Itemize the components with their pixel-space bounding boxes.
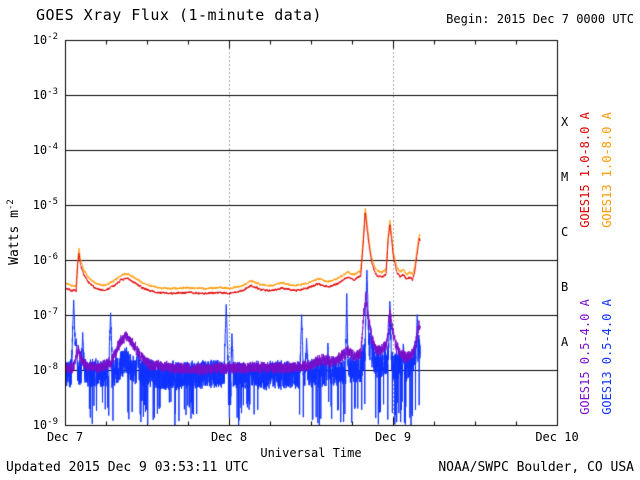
x-tick-label-dec7: Dec 7 [46,430,84,444]
series-label-goes13-short: GOES13 0.5-4.0 A [600,299,614,415]
source-attribution: NOAA/SWPC Boulder, CO USA [438,460,634,475]
y-tick-label: 10-5 [32,197,58,212]
x-tick-label-dec10: Dec 10 [535,430,579,444]
y-tick-label: 10-6 [32,252,58,267]
y-tick-label: 10-2 [32,32,58,47]
x-tick-label-dec9: Dec 9 [374,430,412,444]
flare-class-label-c: C [561,224,569,239]
chart-title: GOES Xray Flux (1-minute data) [36,6,322,24]
updated-timestamp: Updated 2015 Dec 9 03:53:11 UTC [6,460,249,475]
y-tick-label: 10-3 [32,87,58,102]
flare-class-label-a: A [561,334,569,349]
series-label-goes15-short: GOES15 0.5-4.0 A [578,299,592,415]
flare-class-label-b: B [561,279,569,294]
x-axis-title: Universal Time [260,446,362,460]
series-label-goes15-long: GOES15 1.0-8.0 A [578,112,592,228]
flare-class-label-x: X [561,114,569,129]
flare-class-label-m: M [561,169,569,184]
begin-timestamp: Begin: 2015 Dec 7 0000 UTC [446,12,634,26]
y-tick-label: 10-4 [32,142,58,157]
y-tick-label: 10-9 [32,417,58,432]
y-tick-label: 10-7 [32,307,58,322]
x-tick-label-dec8: Dec 8 [210,430,248,444]
y-tick-label: 10-8 [32,362,58,377]
series-label-goes13-long: GOES13 1.0-8.0 A [600,112,614,228]
